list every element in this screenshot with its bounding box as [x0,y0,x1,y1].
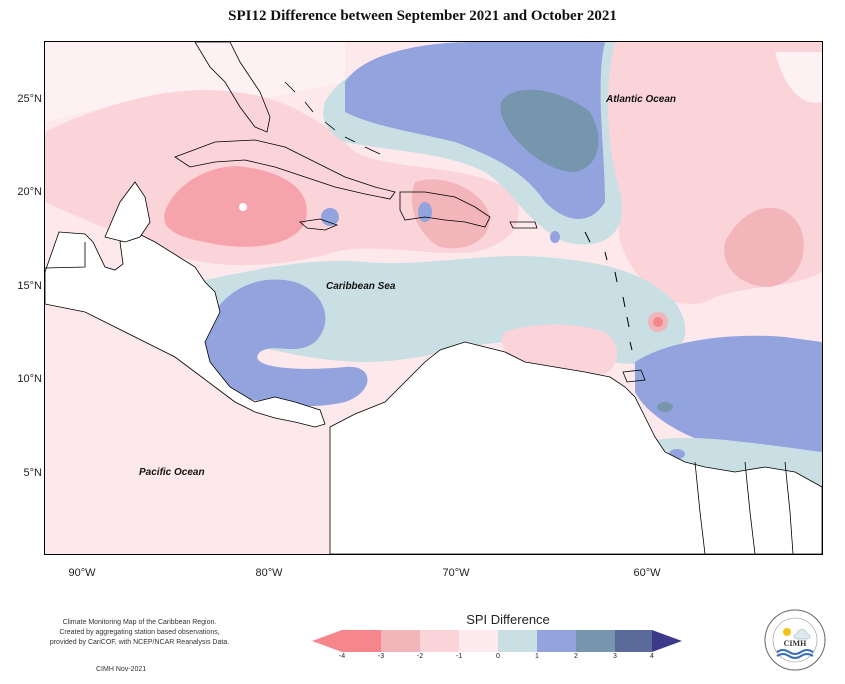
legend-title: SPI Difference [466,612,550,627]
legend-swatch-4 [459,630,498,652]
lat-label-25n: 25°N [17,93,42,105]
map-area [44,41,823,555]
legend-tick: -1 [455,653,463,660]
legend-colorbar [312,630,682,652]
lon-label-60w: 60°W [633,567,661,579]
legend-tick: -3 [377,653,385,660]
legend-swatch-2 [381,630,420,652]
legend-tick: 1 [535,653,539,660]
credit-line-2: Created by aggregating station based obs… [59,629,220,636]
legend-tick: 4 [650,653,654,660]
legend-tick: 2 [574,653,578,660]
credit-text: Climate Monitoring Map of the Caribbean … [22,618,257,648]
lon-label-90w: 90°W [68,567,96,579]
lat-label-15n: 15°N [17,280,42,292]
legend-swatch-6 [537,630,576,652]
cimh-logo: CIMH [764,609,826,671]
logo-text: CIMH [784,639,807,648]
lat-label-5n: 5°N [23,467,42,479]
lat-label-20n: 20°N [17,186,42,198]
credit-date: CIMH Nov-2021 [96,666,147,673]
legend-tick: 3 [613,653,617,660]
legend-tick: -2 [416,653,424,660]
credit-line-1: Climate Monitoring Map of the Caribbean … [62,619,217,626]
legend-swatch-1 [342,630,381,652]
caribbean-sea-label: Caribbean Sea [326,281,396,292]
lon-label-80w: 80°W [255,567,283,579]
legend-swatch-9 [652,630,682,652]
lat-label-10n: 10°N [17,373,42,385]
legend-tick: -4 [338,653,346,660]
legend-swatch-3 [420,630,459,652]
legend-tick: 0 [496,653,500,660]
legend-swatch-8 [615,630,652,652]
legend-swatch-0 [312,630,342,652]
credit-line-3: provided by CariCOF, with NCEP/NCAR Rean… [49,639,230,646]
legend-swatch-5 [498,630,537,652]
pacific-ocean-label: Pacific Ocean [139,467,205,478]
map-title: SPI12 Difference between September 2021 … [228,8,617,24]
atlantic-ocean-label: Atlantic Ocean [606,94,677,105]
lon-label-70w: 70°W [442,567,470,579]
legend-swatch-7 [576,630,615,652]
spi-field-map [45,42,822,554]
